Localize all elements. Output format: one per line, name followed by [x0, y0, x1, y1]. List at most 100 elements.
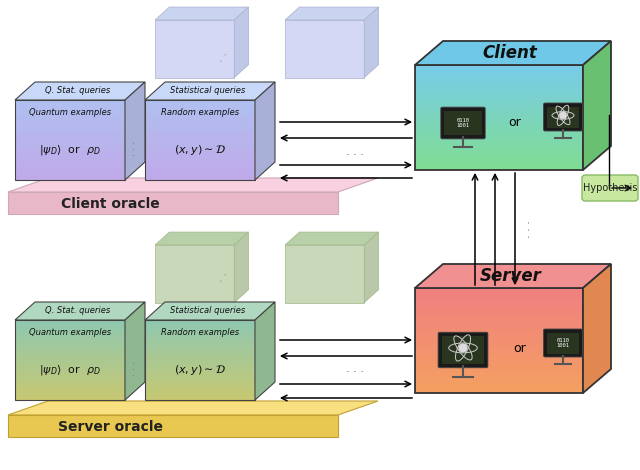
Polygon shape: [15, 302, 145, 320]
Text: · · ·: · · ·: [525, 220, 535, 238]
Polygon shape: [415, 347, 583, 351]
Polygon shape: [15, 113, 125, 116]
Circle shape: [560, 112, 566, 118]
Polygon shape: [15, 177, 125, 180]
Polygon shape: [8, 178, 378, 192]
Polygon shape: [15, 387, 125, 391]
Polygon shape: [145, 336, 255, 339]
Polygon shape: [15, 336, 125, 339]
Polygon shape: [145, 339, 255, 343]
Polygon shape: [15, 129, 125, 132]
Polygon shape: [15, 371, 125, 375]
Polygon shape: [145, 155, 255, 158]
Polygon shape: [155, 232, 248, 245]
Polygon shape: [415, 337, 583, 341]
Polygon shape: [415, 128, 583, 132]
Polygon shape: [145, 103, 255, 107]
Polygon shape: [415, 163, 583, 167]
Polygon shape: [15, 151, 125, 155]
Polygon shape: [415, 118, 583, 121]
Polygon shape: [415, 166, 583, 170]
Polygon shape: [145, 323, 255, 327]
Polygon shape: [15, 375, 125, 378]
Polygon shape: [145, 345, 255, 349]
FancyBboxPatch shape: [441, 107, 485, 139]
Polygon shape: [145, 125, 255, 129]
Polygon shape: [145, 371, 255, 375]
Polygon shape: [15, 155, 125, 158]
Polygon shape: [415, 76, 583, 79]
Polygon shape: [15, 135, 125, 139]
Polygon shape: [15, 329, 125, 333]
Polygon shape: [415, 358, 583, 362]
Polygon shape: [415, 295, 583, 299]
Polygon shape: [415, 298, 583, 302]
Polygon shape: [8, 192, 338, 214]
FancyBboxPatch shape: [543, 103, 582, 131]
Polygon shape: [234, 232, 248, 303]
Polygon shape: [415, 79, 583, 83]
Text: · · ·: · · ·: [346, 150, 364, 160]
Text: Q. Stat. queries: Q. Stat. queries: [45, 86, 111, 94]
Polygon shape: [415, 142, 583, 146]
Polygon shape: [145, 119, 255, 123]
Polygon shape: [415, 100, 583, 104]
Polygon shape: [145, 391, 255, 394]
Text: Random examples: Random examples: [161, 328, 239, 337]
Text: · ·: · ·: [216, 49, 234, 67]
Polygon shape: [15, 145, 125, 149]
Polygon shape: [15, 141, 125, 145]
Polygon shape: [15, 116, 125, 119]
Polygon shape: [415, 96, 583, 100]
Polygon shape: [415, 320, 583, 323]
Polygon shape: [15, 320, 125, 323]
Polygon shape: [15, 368, 125, 371]
Polygon shape: [145, 349, 255, 352]
Polygon shape: [145, 377, 255, 381]
Polygon shape: [15, 173, 125, 177]
Polygon shape: [145, 173, 255, 177]
Text: Random examples: Random examples: [161, 108, 239, 117]
Polygon shape: [15, 365, 125, 368]
Polygon shape: [415, 110, 583, 114]
Polygon shape: [145, 151, 255, 155]
Polygon shape: [15, 138, 125, 142]
Polygon shape: [15, 100, 125, 103]
Text: Statistical queries: Statistical queries: [170, 86, 246, 94]
Polygon shape: [15, 359, 125, 362]
Polygon shape: [145, 113, 255, 116]
Text: Client oracle: Client oracle: [61, 197, 159, 211]
Polygon shape: [415, 132, 583, 135]
Text: Statistical queries: Statistical queries: [170, 306, 246, 314]
Polygon shape: [125, 302, 145, 400]
FancyBboxPatch shape: [582, 175, 638, 201]
Polygon shape: [415, 390, 583, 393]
Polygon shape: [415, 309, 583, 313]
Circle shape: [459, 344, 467, 352]
Polygon shape: [415, 323, 583, 327]
Polygon shape: [145, 161, 255, 164]
FancyBboxPatch shape: [438, 332, 488, 368]
Polygon shape: [415, 125, 583, 128]
Polygon shape: [444, 110, 482, 135]
Polygon shape: [15, 326, 125, 330]
Polygon shape: [145, 135, 255, 139]
Polygon shape: [15, 339, 125, 343]
Polygon shape: [15, 157, 125, 161]
Polygon shape: [255, 302, 275, 400]
Polygon shape: [15, 122, 125, 126]
Polygon shape: [415, 354, 583, 358]
Polygon shape: [15, 361, 125, 365]
Polygon shape: [145, 384, 255, 387]
Text: · · ·: · · ·: [346, 367, 364, 377]
Polygon shape: [415, 159, 583, 163]
Polygon shape: [145, 359, 255, 362]
Polygon shape: [145, 167, 255, 171]
Polygon shape: [415, 327, 583, 330]
Polygon shape: [442, 336, 484, 364]
Polygon shape: [285, 7, 379, 20]
Text: · · ·: · · ·: [130, 360, 140, 376]
Polygon shape: [15, 393, 125, 397]
Polygon shape: [415, 121, 583, 125]
Polygon shape: [415, 139, 583, 142]
